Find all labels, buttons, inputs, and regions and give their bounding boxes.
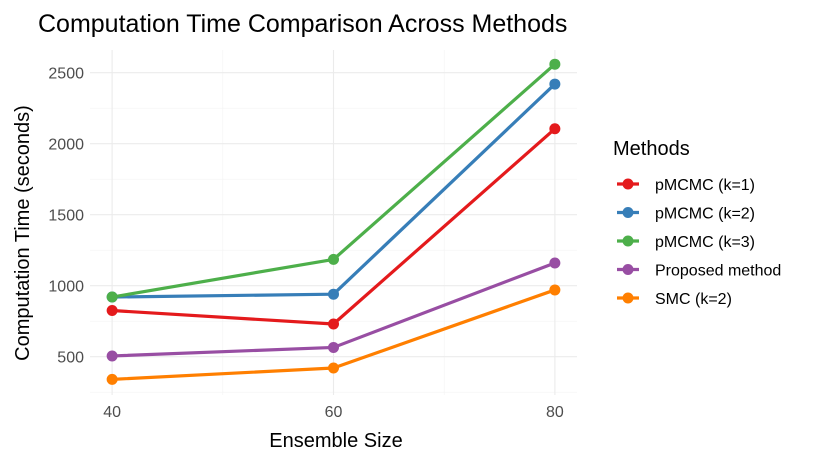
legend: pMCMC (k=1) pMCMC (k=2) pMCMC (k=3) Propose… xyxy=(617,177,781,308)
y-tick-label: 500 xyxy=(57,350,84,367)
chart-title: Computation Time Comparison Across Metho… xyxy=(38,10,567,38)
data-point xyxy=(328,253,339,265)
data-point xyxy=(549,257,561,269)
x-tick-label: 60 xyxy=(325,404,343,421)
legend-label: SMC (k=2) xyxy=(655,291,732,308)
x-axis-title: Ensemble Size xyxy=(269,430,402,452)
data-point xyxy=(549,78,561,90)
y-axis-title: Computation Time (seconds) xyxy=(12,105,34,361)
data-point xyxy=(106,350,118,362)
x-tick-label: 40 xyxy=(103,404,121,421)
legend-label: Proposed method xyxy=(655,263,781,280)
legend-key-point xyxy=(622,207,634,218)
x-axis-ticks: 40 60 80 xyxy=(103,404,564,421)
legend-label: pMCMC (k=2) xyxy=(655,206,755,223)
y-tick-label: 2500 xyxy=(48,66,84,83)
y-tick-label: 1000 xyxy=(48,279,84,296)
data-point xyxy=(549,58,561,70)
y-axis-ticks: 500 1000 1500 2000 2500 xyxy=(48,66,84,367)
legend-key-point xyxy=(622,235,634,247)
data-point xyxy=(328,318,339,330)
legend-label: pMCMC (k=1) xyxy=(655,177,755,194)
grid-lines xyxy=(90,50,577,395)
data-point xyxy=(328,362,339,374)
data-point xyxy=(328,288,339,300)
data-point xyxy=(328,341,339,353)
data-point xyxy=(106,305,118,317)
data-point xyxy=(106,291,118,303)
x-tick-label: 80 xyxy=(546,404,564,421)
legend-key-point xyxy=(622,178,634,190)
data-point xyxy=(106,373,118,385)
legend-key-point xyxy=(622,264,634,275)
legend-title: Methods xyxy=(613,138,690,160)
y-tick-label: 2000 xyxy=(48,137,84,154)
data-point xyxy=(549,284,561,296)
data-point xyxy=(549,123,561,135)
series-points xyxy=(106,58,561,385)
legend-key-point xyxy=(622,292,634,304)
y-tick-label: 1500 xyxy=(48,208,84,225)
legend-label: pMCMC (k=3) xyxy=(655,234,755,251)
